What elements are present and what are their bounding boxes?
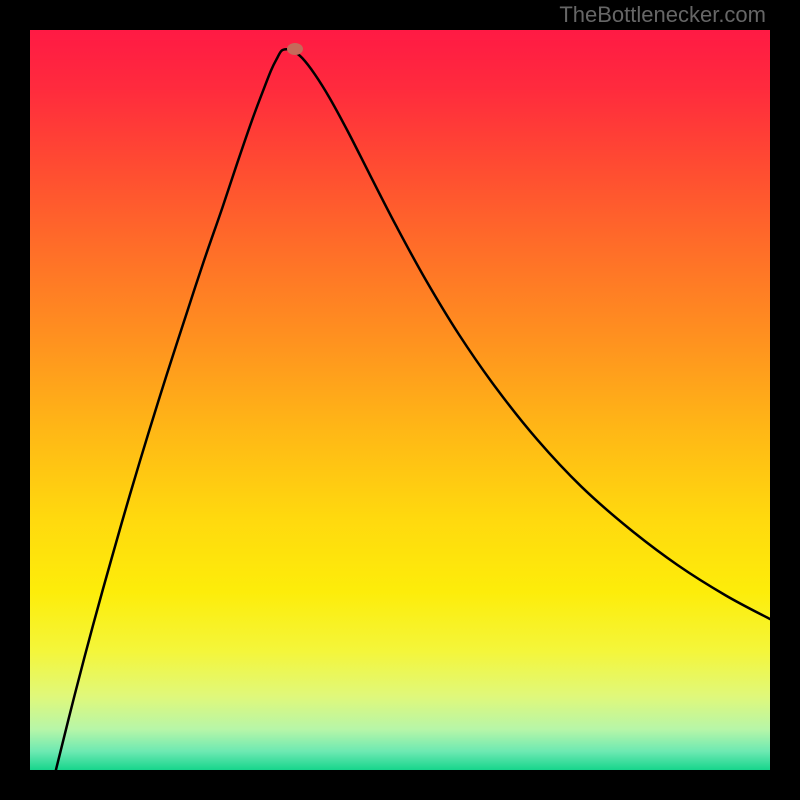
chart-frame: TheBottlenecker.com (0, 0, 800, 800)
chart-border-left (0, 0, 30, 800)
chart-border-bottom (0, 770, 800, 800)
chart-curve (30, 30, 770, 770)
chart-border-right (770, 0, 800, 800)
chart-plot-area (30, 30, 770, 770)
watermark-text: TheBottlenecker.com (559, 2, 766, 28)
chart-minimum-marker (287, 43, 303, 55)
